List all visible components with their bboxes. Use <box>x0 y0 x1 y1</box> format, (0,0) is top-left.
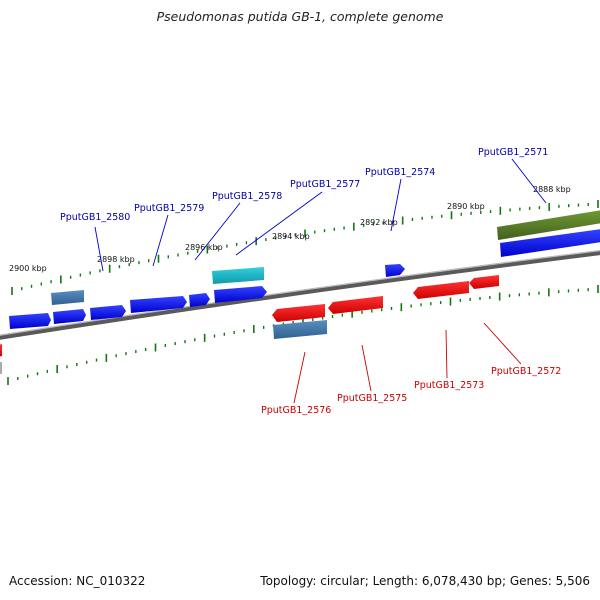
gene-arrow[interactable] <box>9 313 51 329</box>
misc-feature-box[interactable] <box>51 290 84 305</box>
gene-arrow[interactable] <box>500 229 600 257</box>
topology-label: Topology: <box>260 574 317 588</box>
forward-strand-track <box>9 229 600 329</box>
connector-line <box>235 191 323 256</box>
partial-feature <box>0 362 2 374</box>
accession-label: Accession: <box>9 574 73 588</box>
gene-label[interactable]: PputGB1_2574 <box>365 167 435 178</box>
tick-label: 2900 kbp <box>9 264 47 273</box>
gene-arrow[interactable] <box>90 305 126 320</box>
genome-backbone <box>0 250 600 340</box>
connector-line <box>293 351 306 404</box>
gene-labels: PputGB1_2580 PputGB1_2579 PputGB1_2578 P… <box>60 147 561 416</box>
connector-line <box>94 226 104 272</box>
region-feature-box[interactable] <box>497 210 600 240</box>
misc-feature-box[interactable] <box>273 320 327 339</box>
gene-arrow[interactable] <box>385 264 405 277</box>
label-connectors <box>94 158 547 404</box>
connector-line <box>445 329 448 379</box>
gene-label[interactable]: PputGB1_2575 <box>337 393 407 404</box>
connector-line <box>390 178 402 232</box>
gene-arrow[interactable] <box>214 286 267 303</box>
gene-arrow[interactable] <box>328 296 383 314</box>
tick-labels: 2900 kbp 2898 kbp 2896 kbp 2894 kbp 2892… <box>9 185 571 273</box>
gene-arrow[interactable] <box>0 344 2 357</box>
tick-label: 2894 kbp <box>272 232 310 241</box>
tick-label: 2898 kbp <box>97 255 135 264</box>
gene-arrow[interactable] <box>413 281 469 299</box>
reverse-strand-track <box>0 275 499 357</box>
length-label: Length: <box>372 574 419 588</box>
connector-line <box>152 214 169 267</box>
gene-label[interactable]: PputGB1_2578 <box>212 191 282 202</box>
gene-arrow[interactable] <box>189 293 210 307</box>
genome-backbone-highlight <box>0 250 600 336</box>
tick-label: 2890 kbp <box>447 202 485 211</box>
topology-value: circular; <box>320 574 369 588</box>
gene-label[interactable]: PputGB1_2580 <box>60 212 130 223</box>
connector-line <box>361 344 372 392</box>
gene-arrow[interactable] <box>469 275 499 289</box>
accession-info: Accession: NC_010322 <box>9 574 145 588</box>
length-value: 6,078,430 bp; <box>421 574 507 588</box>
gene-label[interactable]: PputGB1_2576 <box>261 405 331 416</box>
genes-value: 5,506 <box>555 574 590 588</box>
gene-label[interactable]: PputGB1_2572 <box>491 366 561 377</box>
accession-value: NC_010322 <box>76 574 146 588</box>
gene-label[interactable]: PputGB1_2571 <box>478 147 548 158</box>
rna-feature-box[interactable] <box>212 267 264 284</box>
connector-line <box>194 202 241 261</box>
gene-label[interactable]: PputGB1_2573 <box>414 380 484 391</box>
tick-label: 2892 kbp <box>360 218 398 227</box>
gene-arrow[interactable] <box>130 296 187 313</box>
gene-label[interactable]: PputGB1_2577 <box>290 179 360 190</box>
gene-arrow[interactable] <box>272 304 325 322</box>
outer-tick-ring <box>11 200 599 295</box>
feature-track <box>51 210 600 305</box>
connector-line <box>483 322 522 365</box>
gene-label[interactable]: PputGB1_2579 <box>134 203 204 214</box>
gene-arrow[interactable] <box>53 309 86 324</box>
genes-label: Genes: <box>509 574 552 588</box>
map-title: Pseudomonas putida GB-1, complete genome <box>156 9 444 24</box>
tick-label: 2888 kbp <box>533 185 571 194</box>
connector-line <box>511 158 547 204</box>
genome-summary: Topology: circular; Length: 6,078,430 bp… <box>260 574 590 588</box>
tick-label: 2896 kbp <box>185 243 223 252</box>
